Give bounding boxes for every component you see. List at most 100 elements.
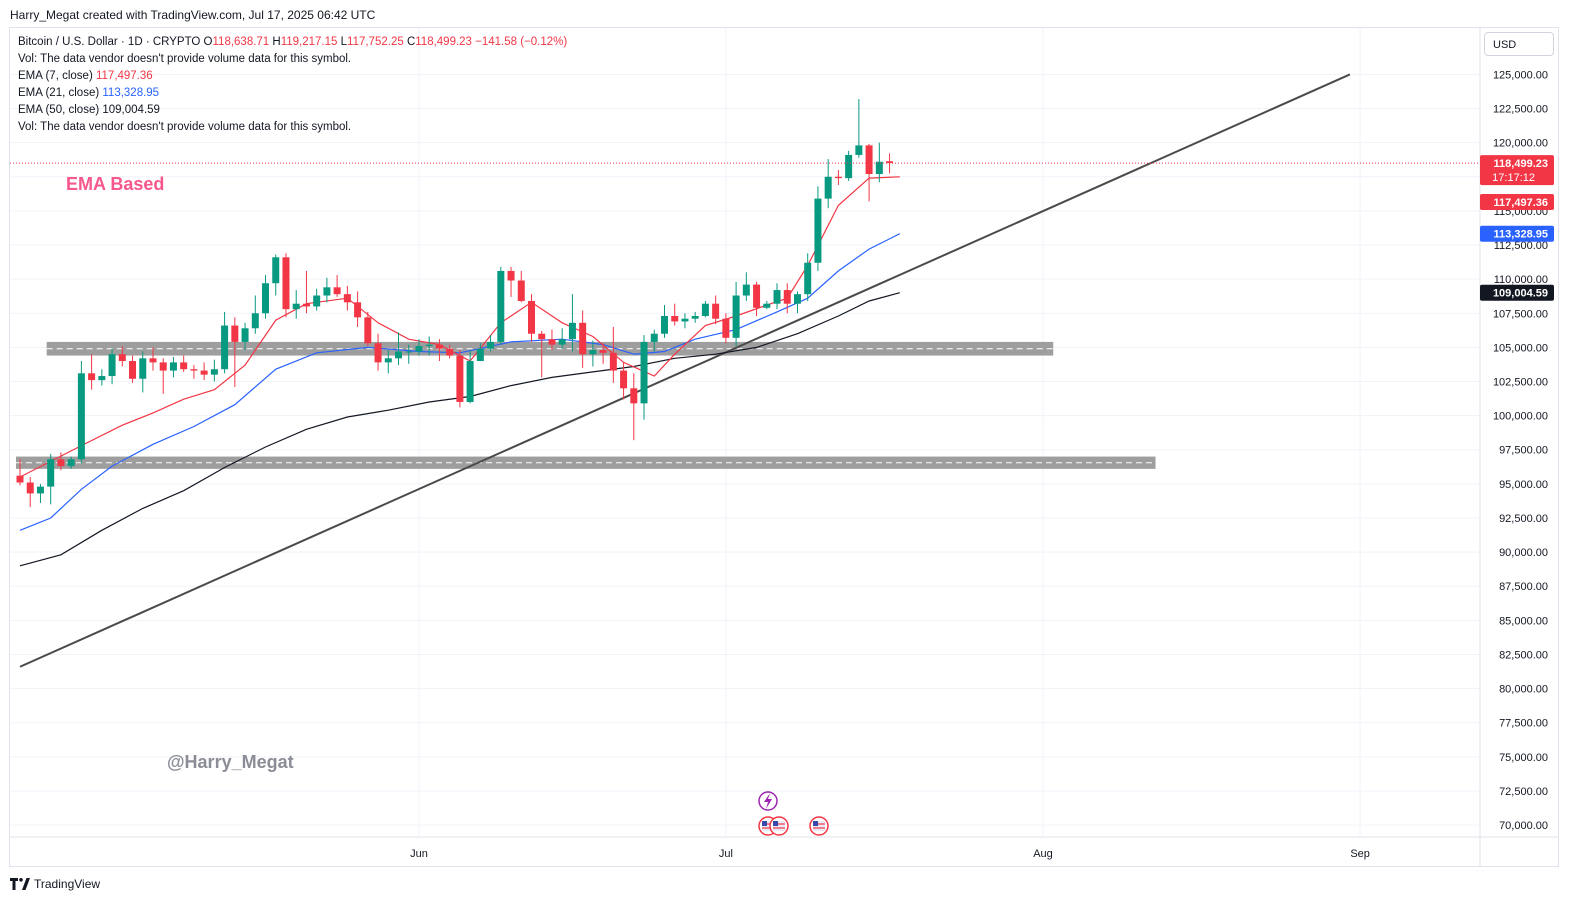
candle-body[interactable] bbox=[650, 333, 658, 342]
candle-body[interactable] bbox=[36, 486, 44, 494]
candle-body[interactable] bbox=[793, 294, 801, 304]
candle-body[interactable] bbox=[814, 198, 822, 263]
candle-body[interactable] bbox=[180, 362, 188, 370]
candle-body[interactable] bbox=[405, 351, 413, 353]
candle-body[interactable] bbox=[262, 283, 270, 314]
candle-body[interactable] bbox=[210, 369, 218, 375]
candle-body[interactable] bbox=[548, 339, 556, 345]
candle-body[interactable] bbox=[77, 373, 85, 460]
candle-body[interactable] bbox=[384, 358, 392, 363]
candle-body[interactable] bbox=[47, 459, 55, 487]
candle-body[interactable] bbox=[538, 333, 546, 340]
candle-body[interactable] bbox=[517, 280, 525, 301]
candle-body[interactable] bbox=[886, 161, 894, 164]
candle-body[interactable] bbox=[374, 343, 382, 363]
candle-body[interactable] bbox=[609, 352, 617, 371]
candle-body[interactable] bbox=[313, 295, 321, 307]
candle-body[interactable] bbox=[251, 313, 259, 329]
candle-body[interactable] bbox=[159, 362, 167, 371]
candle-body[interactable] bbox=[88, 373, 96, 381]
candle-body[interactable] bbox=[272, 257, 280, 284]
ema-price-badge[interactable] bbox=[1480, 225, 1554, 242]
candle-body[interactable] bbox=[763, 303, 771, 308]
candle-body[interactable] bbox=[804, 262, 812, 295]
candle-body[interactable] bbox=[292, 303, 300, 310]
legend-ema50-row[interactable]: EMA (50, close) 109,004.59 bbox=[18, 102, 567, 119]
candle-body[interactable] bbox=[568, 322, 576, 340]
last-price-badge[interactable] bbox=[1480, 155, 1554, 186]
candle-body[interactable] bbox=[722, 318, 730, 338]
candle-body[interactable] bbox=[732, 295, 740, 338]
candle-body[interactable] bbox=[620, 370, 628, 389]
candle-body[interactable] bbox=[773, 290, 781, 304]
candle-body[interactable] bbox=[671, 315, 679, 322]
ema-price-badge[interactable] bbox=[1480, 194, 1554, 210]
candle-body[interactable] bbox=[630, 388, 638, 404]
candle-body[interactable] bbox=[579, 322, 587, 355]
candle-body[interactable] bbox=[834, 176, 842, 179]
candle-body[interactable] bbox=[139, 358, 147, 379]
candle-body[interactable] bbox=[108, 354, 116, 377]
ema7-line[interactable] bbox=[19, 176, 900, 478]
candle-body[interactable] bbox=[691, 315, 699, 319]
candle-body[interactable] bbox=[190, 369, 198, 371]
candle-body[interactable] bbox=[231, 325, 239, 342]
candle-body[interactable] bbox=[282, 257, 290, 310]
ema-price-badge[interactable] bbox=[1480, 284, 1554, 301]
candle-body[interactable] bbox=[395, 351, 403, 359]
candle-body[interactable] bbox=[466, 361, 474, 402]
ema21-line[interactable] bbox=[19, 233, 901, 531]
legend-ema21-row[interactable]: EMA (21, close) 113,328.95 bbox=[18, 85, 567, 102]
candle-body[interactable] bbox=[118, 354, 126, 362]
candle-body[interactable] bbox=[558, 339, 566, 345]
candle-body[interactable] bbox=[640, 341, 648, 404]
candle-body[interactable] bbox=[712, 303, 720, 319]
candle-body[interactable] bbox=[57, 459, 65, 467]
candle-body[interactable] bbox=[67, 459, 75, 467]
candle-body[interactable] bbox=[742, 284, 750, 296]
candle-body[interactable] bbox=[425, 344, 433, 347]
candle-body[interactable] bbox=[435, 344, 443, 349]
candle-body[interactable] bbox=[599, 350, 607, 353]
candle-body[interactable] bbox=[415, 346, 423, 352]
candle-body[interactable] bbox=[333, 287, 341, 295]
candle-body[interactable] bbox=[221, 325, 229, 370]
candle-body[interactable] bbox=[865, 145, 873, 175]
candle-body[interactable] bbox=[16, 475, 24, 483]
candle-body[interactable] bbox=[241, 328, 249, 342]
candle-body[interactable] bbox=[589, 350, 597, 355]
candle-body[interactable] bbox=[26, 482, 34, 494]
candle-body[interactable] bbox=[302, 303, 310, 307]
candle-body[interactable] bbox=[476, 348, 484, 362]
candle-body[interactable] bbox=[149, 358, 157, 363]
candle-body[interactable] bbox=[783, 290, 791, 304]
legend-symbol[interactable]: Bitcoin / U.S. Dollar · 1D · CRYPTO bbox=[18, 36, 201, 48]
candle-body[interactable] bbox=[487, 341, 495, 349]
candle-body[interactable] bbox=[875, 161, 883, 175]
candle-body[interactable] bbox=[497, 270, 505, 342]
candle-body[interactable] bbox=[343, 294, 351, 303]
candle-body[interactable] bbox=[323, 287, 331, 296]
candle-body[interactable] bbox=[98, 376, 106, 381]
candle-body[interactable] bbox=[701, 303, 709, 316]
candle-body[interactable] bbox=[354, 302, 362, 318]
candle-body[interactable] bbox=[681, 318, 689, 322]
candle-body[interactable] bbox=[200, 370, 208, 375]
candle-body[interactable] bbox=[456, 355, 464, 402]
candle-body[interactable] bbox=[169, 362, 177, 371]
support-zone[interactable] bbox=[16, 456, 1156, 469]
candle-body[interactable] bbox=[753, 284, 761, 308]
ema-based-annotation[interactable]: EMA Based bbox=[66, 174, 165, 194]
candle-body[interactable] bbox=[660, 315, 668, 334]
candle-body[interactable] bbox=[845, 154, 853, 179]
candle-body[interactable] bbox=[507, 270, 515, 281]
footer-brand[interactable]: TradingView bbox=[10, 877, 100, 891]
trendline[interactable] bbox=[19, 73, 1351, 668]
legend-ema7-row[interactable]: EMA (7, close) 117,497.36 bbox=[18, 68, 567, 85]
candle-body[interactable] bbox=[824, 176, 832, 199]
candle-body[interactable] bbox=[855, 145, 863, 155]
currency-selector[interactable]: USD bbox=[1484, 32, 1554, 56]
candle-body[interactable] bbox=[364, 317, 372, 344]
candle-body[interactable] bbox=[129, 361, 137, 379]
